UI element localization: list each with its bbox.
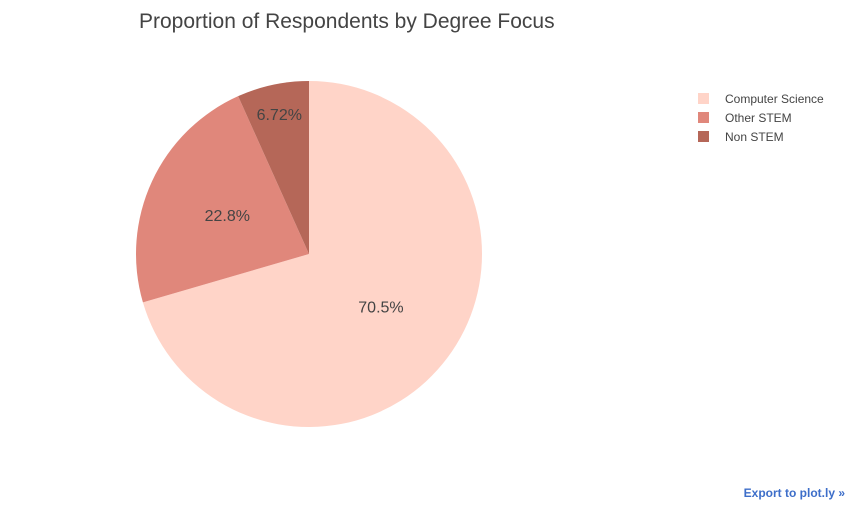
legend-label: Other STEM	[725, 110, 792, 125]
pie-slices	[136, 81, 483, 427]
slice-label: 70.5%	[358, 299, 403, 316]
pie-slice-other-stem[interactable]	[136, 96, 309, 303]
chart-title: Proportion of Respondents by Degree Focu…	[139, 10, 555, 33]
legend-swatch	[698, 112, 709, 123]
pie-slice-labels: 70.5% 22.8% 6.72%	[205, 107, 404, 317]
legend-label: Non STEM	[725, 129, 784, 144]
legend: Computer Science Other STEM Non STEM	[698, 89, 824, 146]
legend-item-other-stem[interactable]: Other STEM	[698, 108, 824, 127]
slice-label: 6.72%	[257, 107, 302, 124]
legend-swatch	[698, 93, 709, 104]
export-link[interactable]: Export to plot.ly »	[743, 486, 845, 500]
pie-slice-non-stem[interactable]	[238, 81, 309, 254]
pie-slice-computer-science[interactable]	[142, 81, 483, 427]
legend-swatch	[698, 131, 709, 142]
legend-item-non-stem[interactable]: Non STEM	[698, 127, 824, 146]
legend-item-computer-science[interactable]: Computer Science	[698, 89, 824, 108]
legend-label: Computer Science	[725, 91, 824, 106]
slice-label: 22.8%	[205, 208, 250, 225]
